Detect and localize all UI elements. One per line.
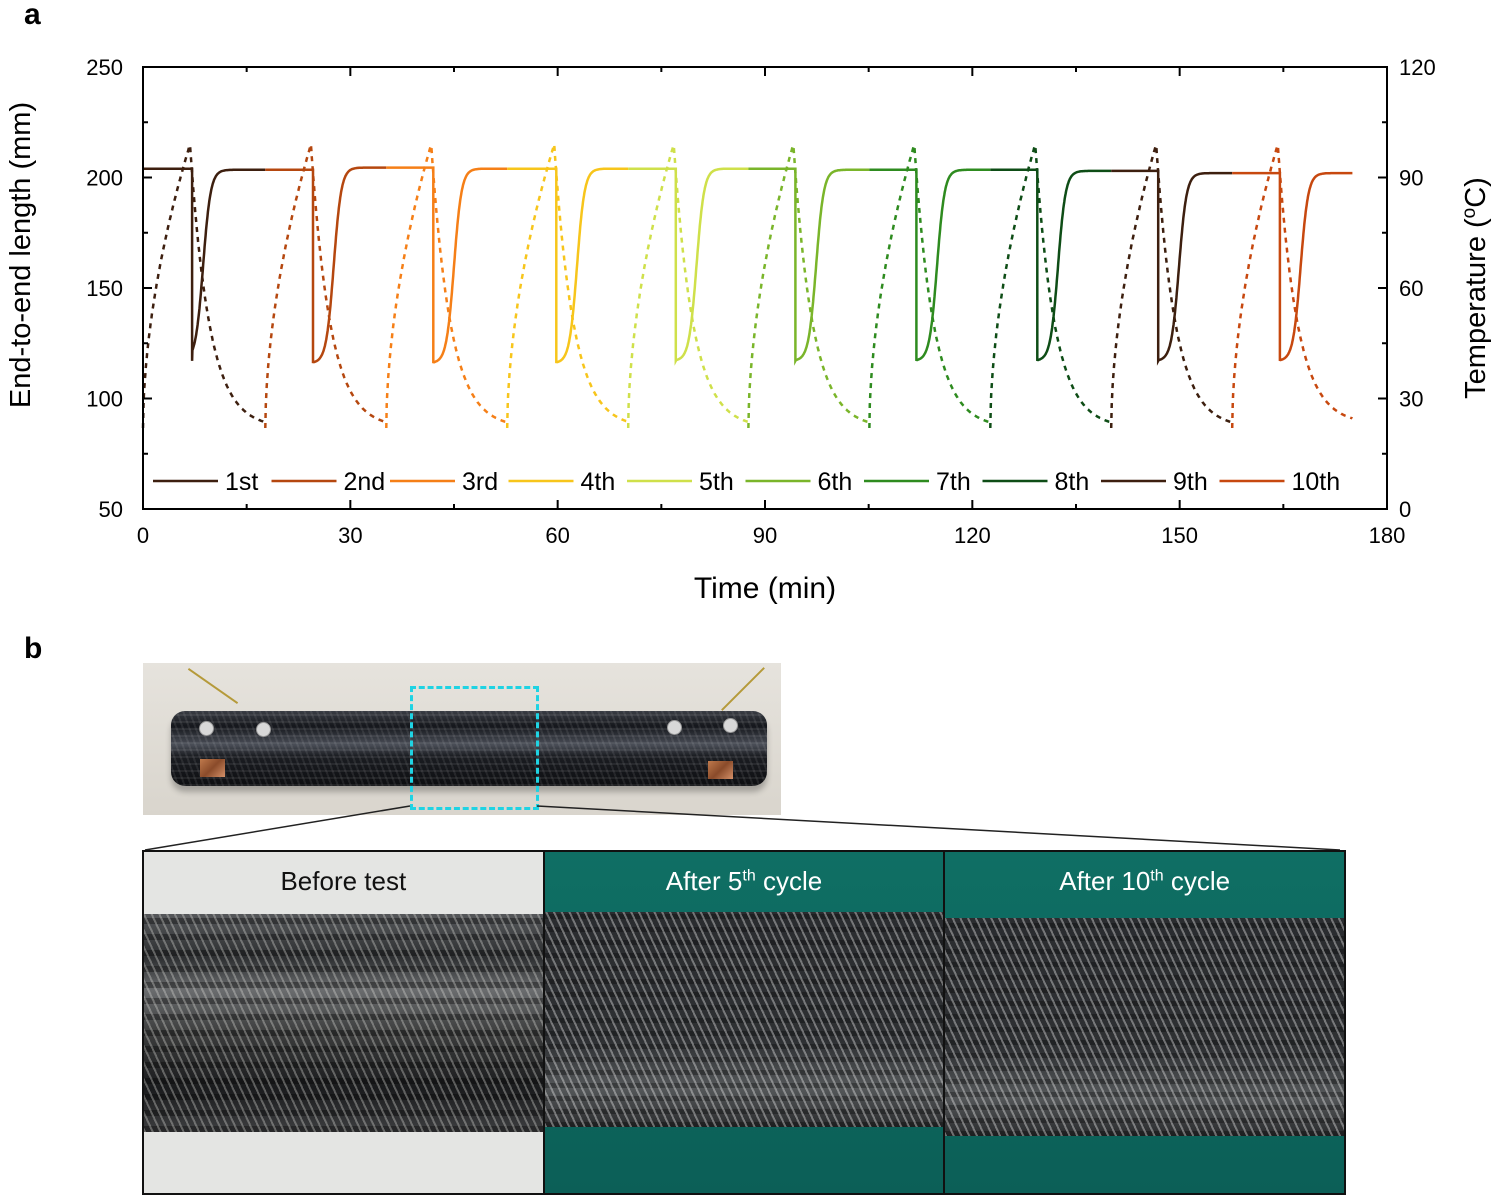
x-tick-label: 60: [545, 523, 569, 548]
closeup-photo-strip: Before test After 5th cycle After 10th c…: [142, 850, 1346, 1195]
y-tick-label: 200: [86, 166, 123, 191]
series-layer: [141, 140, 1353, 429]
x-tick-label: 120: [954, 523, 991, 548]
legend-label-3rd: 3rd: [462, 468, 498, 496]
label-sup: th: [1150, 867, 1164, 885]
length-series-5th: [628, 167, 749, 366]
axis-layer: 0 30 60 90 120 150 180 50 100 150 200 250 0 30 60 90 120: [86, 55, 1435, 548]
temperature-series-2nd: [264, 144, 387, 429]
y-tick-label: 100: [86, 387, 123, 412]
legend-label-7th: 7th: [936, 468, 971, 496]
wire-right: [721, 667, 765, 711]
y2-title-sup: o: [1459, 208, 1480, 219]
length-series-1st: [143, 167, 266, 361]
marker-dot: [199, 721, 214, 736]
y-tick-label: 150: [86, 276, 123, 301]
x-axis-title: Time (min): [694, 572, 836, 605]
panel-b-letter: b: [24, 632, 43, 665]
length-series-7th: [869, 168, 991, 362]
y-tick-label: 250: [86, 55, 123, 80]
legend-label-2nd: 2nd: [344, 468, 386, 496]
label-text: After 5: [665, 866, 743, 896]
temperature-series-1st: [141, 141, 266, 429]
label-suffix: cycle: [755, 866, 823, 896]
legend-label-9th: 9th: [1173, 468, 1208, 496]
y-axis-title: End-to-end length (mm): [5, 102, 37, 408]
label-text: After 10: [1059, 866, 1151, 896]
length-series-3rd: [386, 166, 508, 364]
x-tick-label: 30: [338, 523, 362, 548]
closeup-label: Before test: [144, 866, 543, 897]
legend-label-6th: 6th: [818, 468, 853, 496]
legend: 1st 2nd 3rd 4th 5th 6th 7th 8th 9th 10th: [153, 468, 1340, 496]
temperature-series-6th: [747, 144, 870, 429]
y2-title-suffix: C): [1460, 177, 1492, 208]
legend-label-5th: 5th: [699, 468, 734, 496]
closeup-label: After 5th cycle: [545, 866, 944, 897]
y2-tick-label: 120: [1399, 55, 1436, 80]
legend-label-1st: 1st: [225, 468, 258, 496]
temperature-series-9th: [1109, 140, 1233, 429]
fabric-texture: [945, 918, 1345, 1136]
y2-axis-title: Temperature (oC): [1459, 177, 1492, 399]
length-series-2nd: [265, 166, 387, 364]
length-series-6th: [748, 167, 870, 366]
temperature-series-10th: [1230, 140, 1353, 429]
temperature-series-4th: [505, 144, 629, 429]
x-tick-label: 0: [137, 523, 149, 548]
fabric-texture: [144, 914, 543, 1132]
x-tick-label: 150: [1161, 523, 1198, 548]
x-tick-label: 90: [753, 523, 777, 548]
closeup-before-test: Before test: [144, 852, 545, 1193]
length-temperature-chart: 0 30 60 90 120 150 180 50 100 150 200 250 0 30 60 90 120…: [5, 55, 1492, 605]
closeup-label: After 10th cycle: [945, 866, 1344, 897]
copper-electrode: [708, 761, 733, 779]
length-series-10th: [1232, 171, 1353, 362]
x-tick-label: 180: [1369, 523, 1406, 548]
marker-dot: [667, 720, 682, 735]
legend-label-8th: 8th: [1055, 468, 1090, 496]
panel-a-letter: a: [24, 0, 41, 31]
y2-tick-label: 0: [1399, 497, 1411, 522]
temperature-series-5th: [626, 140, 749, 429]
label-sup: th: [742, 867, 756, 885]
y-tick-label: 50: [99, 497, 123, 522]
y2-tick-label: 30: [1399, 387, 1423, 412]
marker-dot: [723, 718, 738, 733]
closeup-after-10th-cycle: After 10th cycle: [945, 852, 1345, 1193]
closeup-after-5th-cycle: After 5th cycle: [544, 852, 946, 1193]
rod-overview-photo: [143, 663, 781, 815]
temperature-series-8th: [989, 144, 1112, 429]
marker-dot: [256, 722, 271, 737]
length-series-4th: [507, 167, 629, 364]
plot-frame: [142, 66, 1388, 510]
length-series-9th: [1111, 169, 1233, 366]
label-suffix: cycle: [1163, 866, 1231, 896]
label-text: Before test: [280, 866, 407, 896]
length-series-8th: [990, 168, 1112, 362]
fabric-texture: [544, 912, 944, 1127]
copper-electrode: [200, 759, 225, 777]
legend-label-4th: 4th: [581, 468, 616, 496]
legend-label-10th: 10th: [1292, 468, 1341, 496]
temperature-series-3rd: [385, 144, 508, 429]
y2-tick-label: 90: [1399, 166, 1423, 191]
wire-left: [187, 667, 239, 705]
zoom-region-box: [410, 686, 539, 810]
y2-tick-label: 60: [1399, 276, 1423, 301]
y2-title-prefix: Temperature (: [1460, 218, 1492, 399]
temperature-series-7th: [868, 140, 991, 429]
